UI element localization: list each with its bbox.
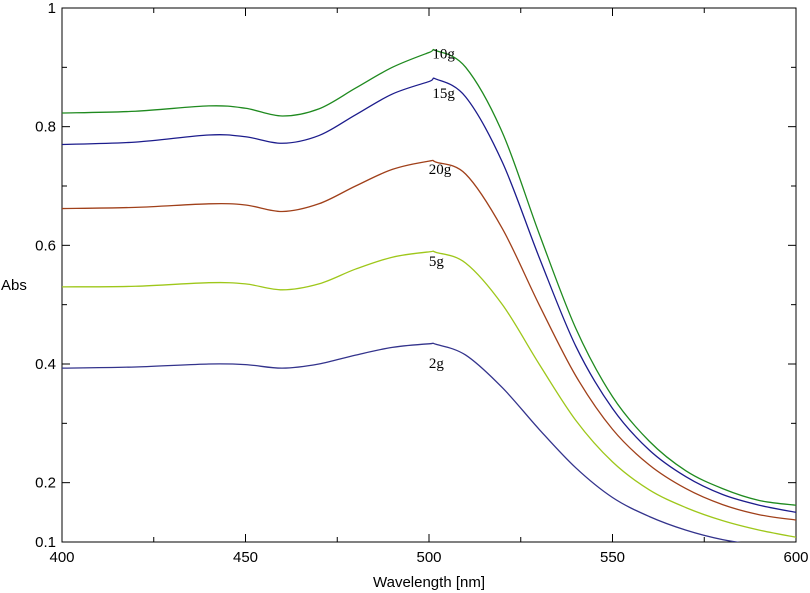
y-tick-label: 0.2 [35, 475, 56, 492]
series-label-5g: 5g [429, 254, 445, 270]
plot-area [61, 7, 797, 543]
series-labels: 10g 15g 20g 5g 2g [429, 46, 456, 372]
series-line-10g [62, 48, 796, 506]
x-tick-label: 450 [233, 549, 258, 566]
y-axis-ticks: 0.1 0.2 0.4 0.6 0.8 1 [35, 0, 796, 551]
x-tick-label: 500 [416, 549, 441, 566]
series-label-15g: 15g [432, 86, 455, 102]
x-tick-label: 400 [49, 549, 74, 566]
y-tick-label: 1 [48, 0, 56, 17]
series-label-10g: 10g [432, 46, 455, 62]
series-line-5g [62, 250, 796, 538]
x-tick-label: 600 [783, 549, 808, 566]
series-line-2g [62, 342, 741, 542]
y-tick-label: 0.1 [35, 534, 56, 551]
x-axis-title: Wavelength [nm] [373, 574, 485, 591]
series-line-15g [62, 77, 796, 513]
series-line-20g [62, 159, 796, 521]
series-label-2g: 2g [429, 356, 445, 372]
y-axis-title: Abs [1, 277, 27, 294]
x-tick-label: 550 [600, 549, 625, 566]
y-tick-label: 0.6 [35, 237, 56, 254]
x-axis-ticks: 400 450 500 550 600 [49, 8, 809, 566]
series-label-20g: 20g [429, 162, 452, 178]
y-tick-label: 0.8 [35, 119, 56, 136]
y-tick-label: 0.4 [35, 356, 56, 373]
series-lines [62, 48, 796, 542]
